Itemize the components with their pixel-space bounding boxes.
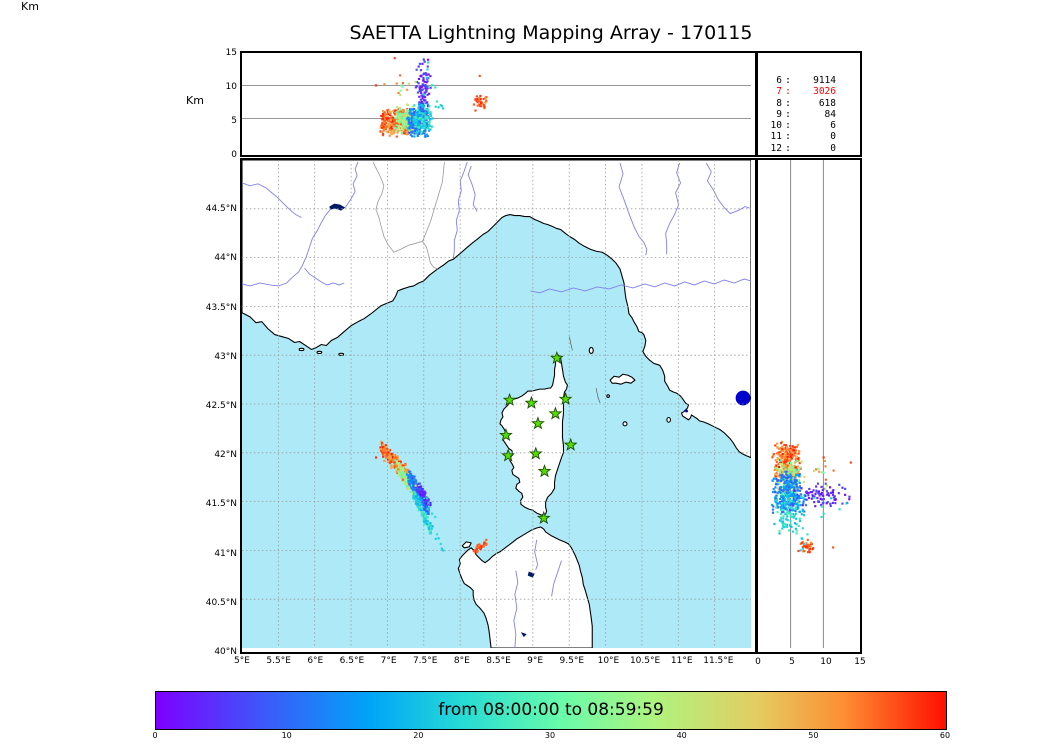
lon-tick-label: 7.5°E — [412, 656, 438, 666]
lat-tick-label: 41.5°N — [205, 499, 237, 510]
lat-tick-label: 44.5°N — [205, 204, 237, 215]
source-count-panel: 6:9114 7:3026 8:618 9:84 10:6 11:0 12:0 — [756, 51, 862, 157]
map-panel — [240, 158, 757, 654]
islet — [298, 347, 305, 352]
alt-gridlines — [242, 85, 751, 119]
mainland-coast — [242, 160, 751, 459]
colorbar-tick-label: 20 — [413, 731, 424, 740]
km-tick-label: 10 — [820, 657, 832, 667]
rivers — [242, 161, 751, 648]
station-star — [558, 391, 573, 405]
source-count-row: 8:618 — [776, 97, 836, 109]
lon-tick-label: 5°E — [234, 656, 250, 666]
lat-tick-label: 44°N — [214, 253, 237, 264]
station-star — [499, 427, 513, 442]
km-tick-label: 5 — [789, 657, 795, 667]
country-borders — [372, 161, 445, 270]
altitude-latitude-panel — [756, 158, 862, 654]
montecristo-island — [622, 421, 628, 427]
alt-tick-label: 5 — [231, 116, 237, 126]
lon-tick-label: 9.5°E — [559, 656, 585, 666]
station-star — [501, 448, 515, 462]
colorbar-tick-label: 10 — [281, 731, 292, 740]
colorbar-label: from 08:00:00 to 08:59:59 — [438, 700, 664, 720]
lon-tick-label: 8.5°E — [486, 656, 511, 666]
lake-bolsena — [735, 390, 751, 406]
lightning-scatter-map — [374, 440, 488, 554]
lon-tick-label: 6.5°E — [339, 656, 365, 666]
alt-tick-label: 0 — [231, 150, 237, 160]
colorbar-tick-label: 50 — [808, 731, 819, 740]
giglio-island — [666, 416, 671, 423]
station-star — [549, 350, 564, 364]
lat-tick-label: 43°N — [214, 351, 237, 362]
station-star — [528, 446, 543, 460]
colorbar-tick-label: 0 — [152, 731, 158, 740]
lon-tick-label: 10.5°E — [629, 656, 661, 666]
station-star — [548, 406, 563, 420]
source-count-row: 12:0 — [770, 142, 836, 154]
source-count-row: 10:6 — [770, 120, 836, 132]
colorbar-tick-label: 60 — [939, 731, 951, 740]
station-star — [524, 395, 539, 409]
colorbar-tick-label: 30 — [544, 731, 556, 740]
lightning-scatter-alt-lat — [771, 440, 852, 554]
station-star — [563, 437, 578, 451]
elba-island — [609, 373, 636, 385]
coastlines — [242, 160, 751, 648]
sea-marks — [569, 336, 601, 404]
lon-tick-label: 11.5°E — [703, 656, 734, 666]
lon-tick-label: 8°E — [453, 656, 470, 666]
station-star — [531, 416, 545, 430]
lat-tick-label: 41°N — [214, 548, 237, 559]
station-star — [536, 510, 551, 525]
km-axis-label: Km — [21, 0, 39, 13]
lon-tick-label: 5.5°E — [266, 656, 291, 666]
sardinia-coast — [457, 526, 593, 648]
altitude-longitude-panel — [240, 51, 757, 157]
asinara-island — [461, 541, 472, 549]
lat-tick-label: 42°N — [214, 450, 237, 461]
lon-tick-label: 7°E — [380, 656, 397, 666]
lat-tick-label: 42.5°N — [205, 401, 237, 411]
lightning-scatter-alt-lon — [374, 57, 488, 138]
km-tick-label: 15 — [854, 657, 866, 667]
lake-sardinia-2 — [520, 632, 527, 638]
colorbar-tick-label: 40 — [676, 731, 687, 740]
lagoon-orbetello — [685, 409, 688, 413]
lon-tick-label: 11°E — [670, 656, 693, 666]
km-gridlines — [790, 160, 824, 648]
source-count-row: 7:3026 — [776, 86, 836, 98]
alt-tick-label: 15 — [225, 48, 237, 58]
pianosa-island — [606, 394, 610, 398]
lon-tick-label: 10°E — [597, 656, 620, 666]
source-count-row: 6:9114 — [776, 75, 836, 86]
figure-title: SAETTA Lightning Mapping Array - 170115 — [349, 22, 753, 44]
lat-tick-label: 40.5°N — [205, 597, 237, 608]
corsica-coast — [499, 353, 568, 516]
islet — [316, 350, 323, 355]
station-stars — [499, 350, 578, 525]
altitude-axis-label: Km — [186, 94, 204, 107]
lat-tick-label: 40°N — [214, 647, 237, 657]
km-tick-label: 0 — [755, 657, 761, 667]
lon-tick-label: 6°E — [307, 656, 324, 666]
capraia-island — [588, 346, 594, 354]
source-count-row: 11:0 — [770, 131, 836, 143]
time-colorbar: from 08:00:00 to 08:59:59 — [155, 691, 947, 730]
source-count-rows: 6:9114 7:3026 8:618 9:84 10:6 11:0 12:0 — [758, 53, 860, 154]
lon-tick-label: 9°E — [527, 656, 544, 666]
source-count-row: 9:84 — [776, 108, 836, 120]
station-star — [502, 392, 517, 406]
station-star — [537, 464, 552, 478]
lat-tick-label: 43.5°N — [205, 302, 237, 313]
alt-tick-label: 10 — [225, 82, 237, 92]
